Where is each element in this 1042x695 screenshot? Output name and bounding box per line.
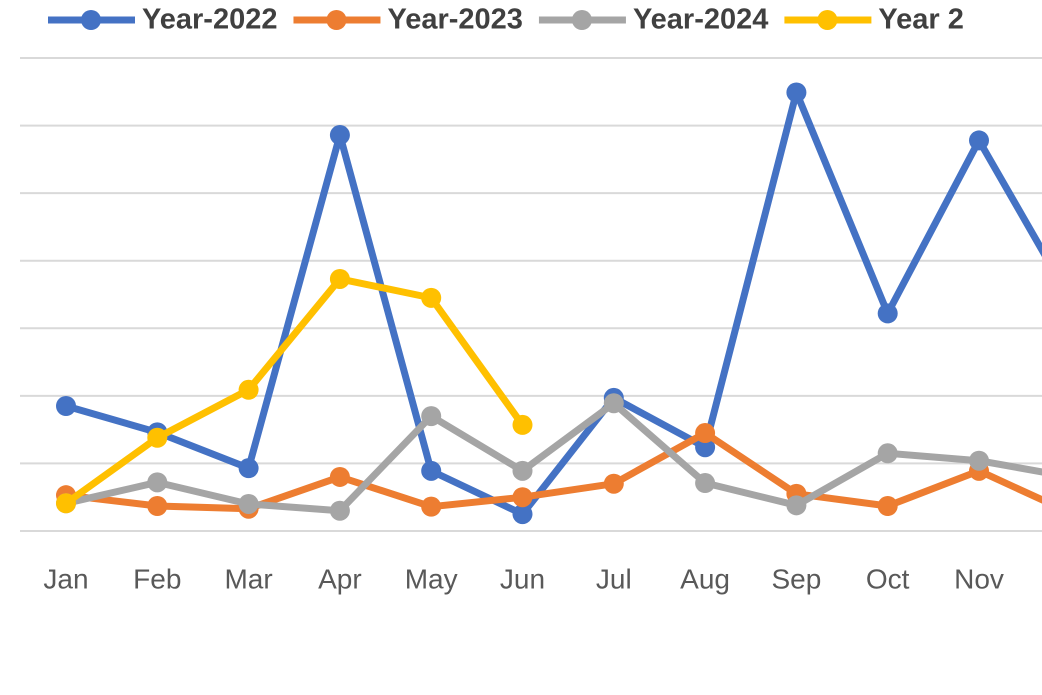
data-point xyxy=(969,130,989,151)
data-point xyxy=(421,287,442,308)
x-tick-label: Jun xyxy=(500,563,545,594)
series-line xyxy=(65,88,1042,518)
legend-marker xyxy=(571,10,592,30)
data-point xyxy=(147,472,168,493)
data-point xyxy=(695,423,716,444)
x-tick-label: Nov xyxy=(954,563,1004,594)
data-point xyxy=(238,493,259,514)
x-tick-label: Oct xyxy=(866,563,910,594)
data-point xyxy=(969,450,989,471)
legend-marker xyxy=(817,10,838,30)
data-point xyxy=(695,437,716,458)
data-point xyxy=(329,125,350,146)
data-point xyxy=(695,473,716,494)
data-point xyxy=(603,473,624,494)
data-point xyxy=(147,427,168,448)
data-point xyxy=(512,460,533,481)
x-tick-label: Apr xyxy=(318,563,362,594)
data-point xyxy=(512,487,533,508)
data-point xyxy=(603,393,624,414)
data-point xyxy=(238,379,259,400)
data-point xyxy=(329,466,350,487)
legend-label: Year-2022 xyxy=(142,4,277,36)
x-tick-label: Feb xyxy=(133,563,181,594)
x-tick-label: Mar xyxy=(224,563,272,594)
data-point xyxy=(329,500,350,521)
data-point xyxy=(56,395,76,416)
data-point xyxy=(421,406,442,427)
data-point xyxy=(56,493,76,514)
x-tick-label: May xyxy=(405,563,458,594)
x-tick-label: Jan xyxy=(43,563,88,594)
x-tick-label: Sep xyxy=(771,563,821,594)
data-point xyxy=(877,303,898,324)
data-point xyxy=(421,496,442,517)
series-line xyxy=(65,399,1042,515)
data-point xyxy=(877,495,898,516)
legend-label: Year-2024 xyxy=(633,4,768,36)
data-point xyxy=(512,414,533,435)
data-point xyxy=(786,495,807,516)
data-point xyxy=(238,458,259,479)
series-line xyxy=(63,275,526,507)
legend-label: Year 2 xyxy=(878,4,963,36)
x-tick-label: Jul xyxy=(596,563,632,594)
series-line xyxy=(65,429,1042,513)
data-point xyxy=(147,495,168,516)
legend-label: Year-2023 xyxy=(387,4,522,36)
legend-marker xyxy=(326,10,347,30)
data-point xyxy=(421,460,442,481)
data-point xyxy=(786,82,807,103)
data-point xyxy=(512,504,533,525)
x-tick-label: Aug xyxy=(680,563,730,594)
legend-marker xyxy=(81,10,101,30)
data-point xyxy=(329,268,350,289)
data-point xyxy=(877,443,898,464)
